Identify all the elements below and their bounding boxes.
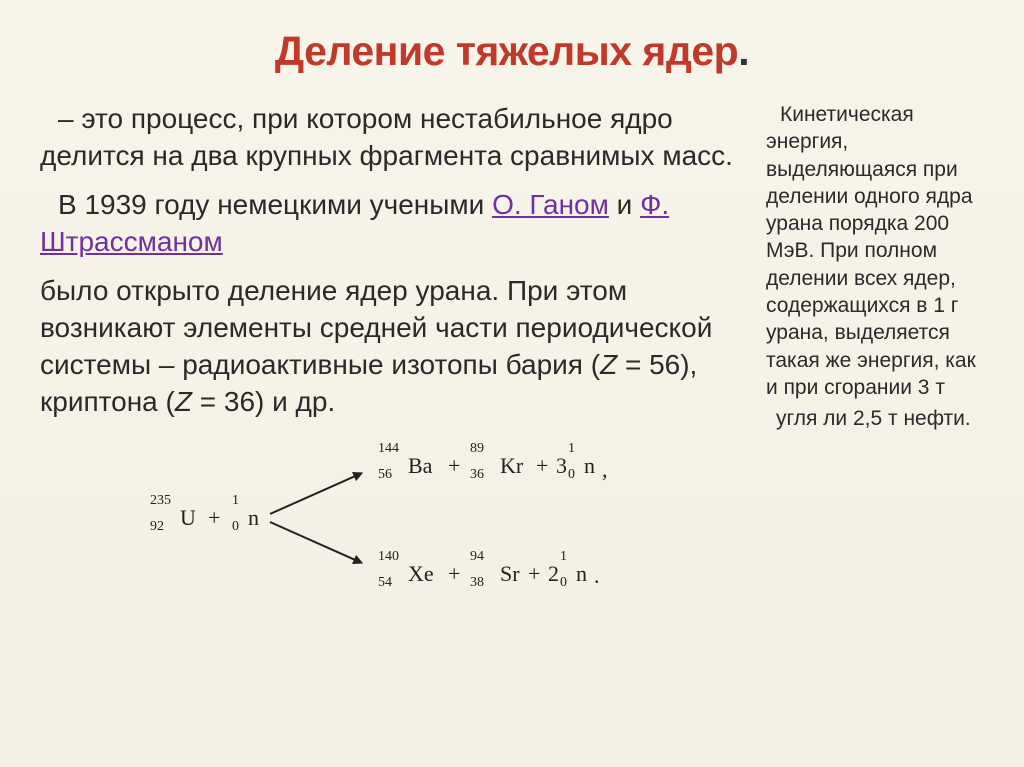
top-frag2: 89 36 Kr (470, 453, 523, 479)
top-n-coef: 3 (556, 453, 567, 479)
kr-mass: 89 (470, 441, 484, 457)
xe-z: 54 (378, 575, 392, 591)
plus-top-1: + (448, 453, 460, 479)
ba-symbol: Ba (408, 453, 432, 479)
slide-root: Деление тяжелых ядер. – это процесс, при… (0, 0, 1024, 767)
history-paragraph: В 1939 году немецкими учеными О. Ганом и… (40, 187, 740, 261)
top-n-z: 0 (568, 467, 575, 483)
z-var-1: Z (600, 349, 617, 380)
plus-bot-1: + (448, 561, 460, 587)
bot-tail: . (594, 563, 600, 589)
top-frag1: 144 56 Ba (378, 453, 432, 479)
u-mass: 235 (150, 493, 171, 509)
bot-frag1: 140 54 Xe (378, 561, 434, 587)
kr-z: 36 (470, 467, 484, 483)
slide-title: Деление тяжелых ядер. (40, 28, 984, 75)
reactant-neutron: 1 0 n (232, 505, 259, 531)
sidebar-column: Кинетическая энергия, выделяющаяся при д… (760, 101, 984, 603)
sr-symbol: Sr (500, 561, 520, 587)
arrow-top (270, 472, 362, 515)
p2-and: и (609, 189, 640, 220)
sidebar-paragraph-2: угля ли 2,5 т нефти. (766, 405, 984, 432)
xe-mass: 140 (378, 549, 399, 565)
plus-bot-2: + (528, 561, 540, 587)
top-n-mass: 1 (568, 441, 575, 457)
sr-z: 38 (470, 575, 484, 591)
n-in-z: 0 (232, 519, 239, 535)
u-symbol: U (180, 505, 196, 531)
definition-paragraph: – это процесс, при котором нестабильное … (40, 101, 740, 175)
z-var-2: Z (175, 386, 192, 417)
n-in-mass: 1 (232, 493, 239, 509)
sidebar-paragraph-1: Кинетическая энергия, выделяющаяся при д… (766, 101, 984, 401)
arrow-bottom (270, 521, 362, 564)
bot-n-symbol: n (576, 561, 587, 587)
bot-neutron: 1 0 n (560, 561, 587, 587)
plus-reactant: + (208, 505, 220, 531)
p2-prefix: В 1939 году немецкими учеными (58, 189, 492, 220)
title-dot: . (738, 28, 749, 74)
kr-symbol: Kr (500, 453, 523, 479)
scientist-hahn[interactable]: О. Ганом (492, 189, 609, 220)
u-z: 92 (150, 519, 164, 535)
top-neutron: 1 0 n (568, 453, 595, 479)
products-paragraph: было открыто деление ядер урана. При это… (40, 273, 740, 421)
plus-top-2: + (536, 453, 548, 479)
ba-z: 56 (378, 467, 392, 483)
p1-text: – это процесс, при котором нестабильное … (40, 103, 733, 171)
reactant-u: 235 92 U (150, 505, 196, 531)
bot-frag2: 94 38 Sr (470, 561, 520, 587)
reaction-formula: 235 92 U + 1 0 n 144 56 Ba (150, 433, 650, 603)
xe-symbol: Xe (408, 561, 434, 587)
bot-n-coef: 2 (548, 561, 559, 587)
ba-mass: 144 (378, 441, 399, 457)
sr-mass: 94 (470, 549, 484, 565)
title-text: Деление тяжелых ядер (275, 28, 738, 74)
bot-n-z: 0 (560, 575, 567, 591)
bot-n-mass: 1 (560, 549, 567, 565)
n-in-symbol: n (248, 505, 259, 531)
top-tail: , (602, 457, 608, 483)
top-n-symbol: n (584, 453, 595, 479)
z2-eq: = 36) и др. (192, 386, 335, 417)
content-columns: – это процесс, при котором нестабильное … (40, 101, 984, 603)
main-column: – это процесс, при котором нестабильное … (40, 101, 740, 603)
